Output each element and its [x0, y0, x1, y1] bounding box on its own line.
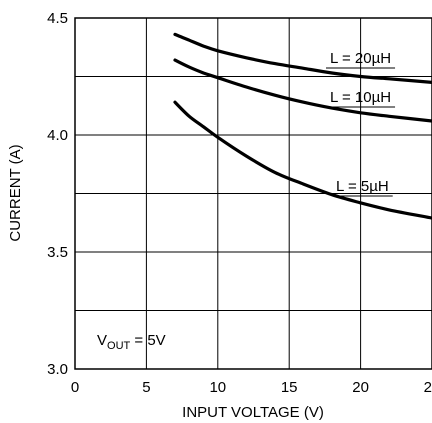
plot-frame	[74, 17, 432, 370]
vout-annotation-subscript: OUT	[107, 340, 131, 352]
y-tick-label-1: 3.5	[47, 244, 68, 261]
series-line-l-10uh	[173, 58, 432, 123]
series-label-l-10uh: L = 10µH	[330, 89, 391, 106]
vout-annotation: VOUT = 5V	[97, 332, 166, 352]
series-line-l-5uh	[173, 100, 432, 220]
x-tick-label-1: 5	[142, 379, 150, 396]
y-tick-label-0: 3.0	[47, 361, 68, 378]
series-label-l-5uh: L = 5µH	[336, 178, 389, 195]
x-tick-label-5: 25	[424, 379, 432, 396]
y-axis-label: CURRENT (A)	[7, 144, 24, 241]
y-tick-label-2: 4.0	[47, 127, 68, 144]
x-tick-label-2: 10	[209, 379, 226, 396]
x-tick-label-0: 0	[71, 379, 79, 396]
x-tick-label-3: 15	[281, 379, 298, 396]
vout-annotation-main: V	[97, 332, 107, 349]
label-layer: L = 20µH L = 10µH L = 5µH	[326, 50, 396, 197]
vout-annotation-tail: = 5V	[130, 332, 165, 349]
series-line-l-20uh	[173, 32, 432, 84]
x-axis-label: INPUT VOLTAGE (V)	[182, 404, 324, 421]
curve-layer	[173, 32, 432, 220]
x-tick-label-4: 20	[352, 379, 369, 396]
y-tick-label-3: 4.5	[47, 10, 68, 27]
series-label-l-20uh: L = 20µH	[330, 50, 391, 67]
tick-layer: 0 5 10 15 20 25 3.0 3.5 4.0 4.5	[47, 10, 432, 396]
